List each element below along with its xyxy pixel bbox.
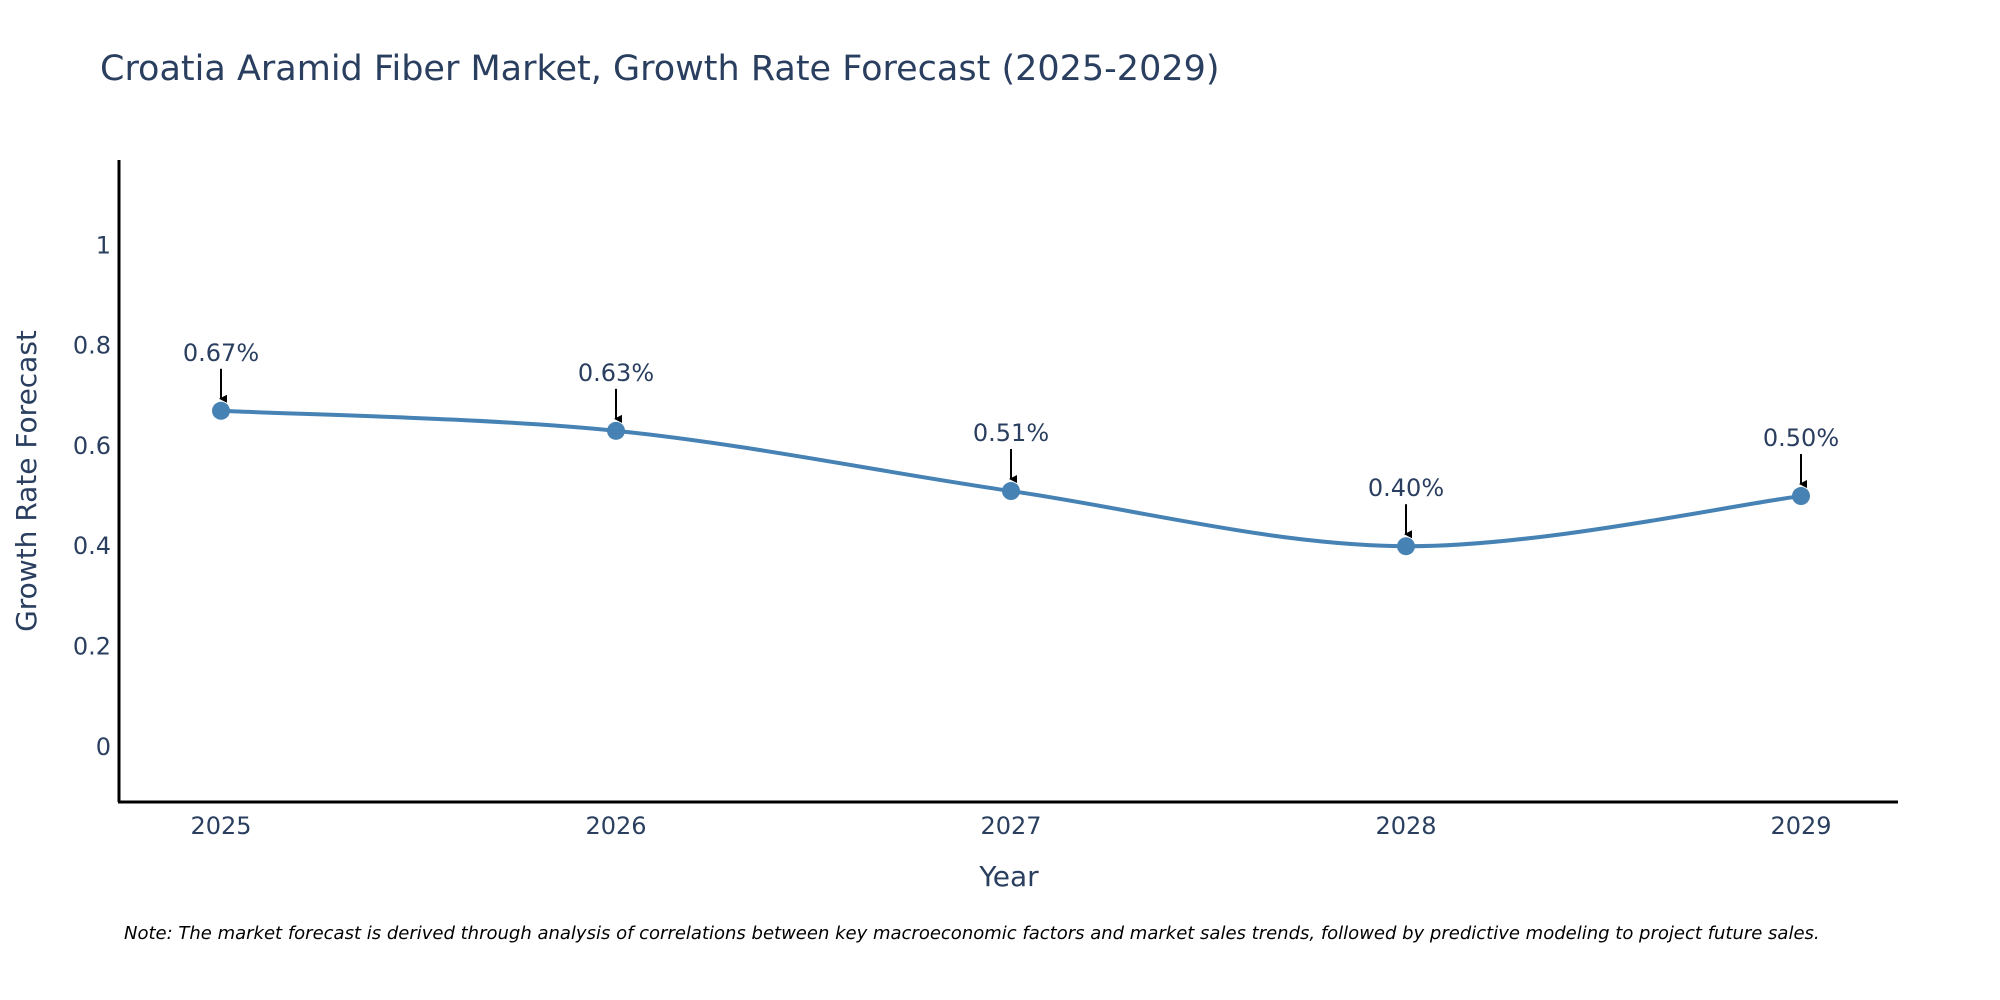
footnote: Note: The market forecast is derived thr… [124, 923, 1820, 944]
data-label: 0.50% [1763, 424, 1839, 452]
chart-title: Croatia Aramid Fiber Market, Growth Rate… [100, 49, 1220, 89]
y-axis-title: Growth Rate Forecast [10, 330, 43, 632]
data-label: 0.63% [578, 359, 654, 387]
x-axis-title: Year [978, 860, 1039, 893]
x-tick-label: 2025 [190, 812, 251, 840]
y-tick-label: 0.4 [73, 532, 111, 560]
x-axis-ticks: 2025 2026 2027 2028 2029 [190, 812, 1831, 840]
data-labels: 0.67% 0.63% 0.51% 0.40% 0.50% [183, 339, 1839, 539]
data-point [1792, 487, 1810, 506]
y-tick-label: 1 [96, 231, 111, 259]
y-tick-label: 0.8 [73, 332, 111, 360]
x-tick-label: 2028 [1375, 812, 1436, 840]
data-point [607, 421, 625, 440]
y-tick-label: 0.2 [73, 633, 111, 661]
data-label: 0.40% [1368, 474, 1444, 502]
data-point [1397, 537, 1415, 556]
y-tick-label: 0.6 [73, 432, 111, 460]
data-point [212, 401, 230, 420]
data-point [1002, 482, 1020, 501]
data-points [212, 401, 1810, 556]
y-axis-ticks: 0 0.2 0.4 0.6 0.8 1 [73, 231, 111, 761]
x-tick-label: 2026 [585, 812, 646, 840]
x-tick-label: 2029 [1770, 812, 1831, 840]
y-tick-label: 0 [96, 733, 111, 761]
data-label: 0.51% [973, 419, 1049, 447]
x-tick-label: 2027 [980, 812, 1041, 840]
data-label: 0.67% [183, 339, 259, 367]
